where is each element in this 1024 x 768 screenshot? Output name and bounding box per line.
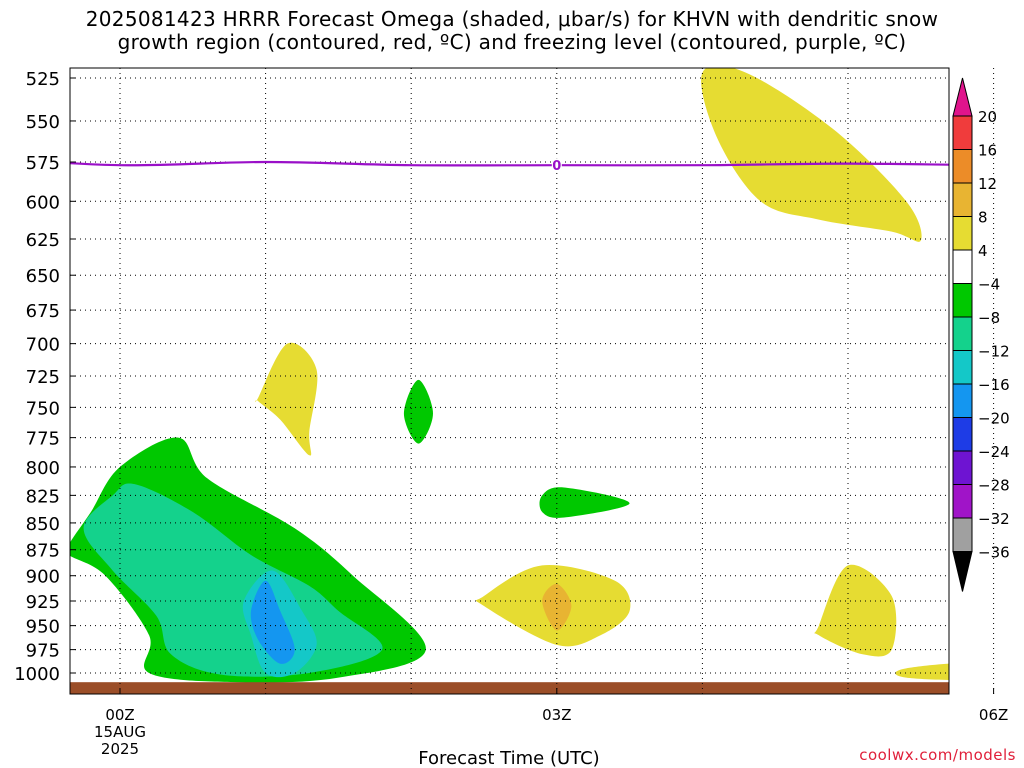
omega-shaded-regions: [70, 68, 949, 683]
colorbar-swatch-n8_n4: [952, 283, 973, 318]
y-tick-label: 650: [26, 266, 60, 287]
y-tick-label: 700: [26, 335, 60, 356]
colorbar-swatch-4_8: [952, 216, 973, 251]
colorbar-swatch-n24_n20: [952, 417, 973, 452]
y-tick-label: 575: [26, 153, 60, 174]
y-tick-label: 750: [26, 398, 60, 419]
region-sink-03Z-825: [539, 487, 630, 518]
colorbar-arrow-top: [952, 77, 973, 117]
y-tick-label: 950: [26, 617, 60, 638]
colorbar-label: −4: [978, 276, 1000, 294]
x-tick-label: 00Z: [105, 706, 134, 724]
title-line-2: growth region (contoured, red, ºC) and f…: [117, 30, 907, 54]
region-sink-01Z-max: [250, 580, 295, 664]
colorbar-swatch-16_20: [952, 115, 973, 150]
freezing-level-contour: 00: [70, 158, 949, 174]
colorbar-label: 4: [978, 242, 988, 260]
x-axis-label: Forecast Time (UTC): [418, 748, 599, 768]
region-lift-05Z-940: [814, 564, 897, 657]
y-tick-label: 675: [26, 301, 60, 322]
colorbar: 20 16 12 8 4 −4 −8 −12 −16 −20 −24 −28 −32 −36: [952, 77, 1010, 592]
y-tick-label: 850: [26, 514, 60, 535]
colorbar-swatch-12_16: [952, 149, 973, 184]
x-date-label: 15AUG: [94, 723, 146, 741]
y-tick-label: 725: [26, 367, 60, 388]
chart-title: 2025081423 HRRR Forecast Omega (shaded, …: [0, 8, 1024, 54]
colorbar-label: −20: [978, 410, 1010, 428]
colorbar-label: 12: [978, 175, 997, 193]
region-lift-06Z-1000: [895, 663, 949, 680]
colorbar-swatch-n20_n16: [952, 383, 973, 418]
y-tick-label: 550: [26, 112, 60, 133]
freezing-level-label: 0: [552, 159, 561, 174]
colorbar-swatch-8_12: [952, 182, 973, 217]
freezing-label-bg: [551, 158, 562, 173]
y-tick-label: 800: [26, 458, 60, 479]
colorbar-label: −16: [978, 376, 1010, 394]
region-upper-lift-04Z: [701, 68, 922, 242]
y-tick-label: 1000: [14, 664, 60, 685]
colorbar-swatch-n32_n28: [952, 484, 973, 519]
colorbar-label: 16: [978, 142, 997, 160]
x-axis: 00Z03Z06Z09Z12Z15Z15AUG2025: [94, 688, 1008, 758]
title-line-1: 2025081423 HRRR Forecast Omega (shaded, …: [85, 7, 939, 31]
colorbar-label: −24: [978, 443, 1010, 461]
colorbar-label: −8: [978, 309, 1000, 327]
colorbar-swatch-n12_n8: [952, 316, 973, 351]
credit-text: coolwx.com/models: [859, 746, 1016, 764]
ground-layer: [70, 682, 949, 694]
colorbar-swatch-n36_n32: [952, 517, 973, 552]
y-tick-label: 925: [26, 592, 60, 613]
y-tick-label: 525: [26, 69, 60, 90]
y-axis: 525 550 575 600 625 650 675 700 725 750 775 800 825 8…: [14, 69, 76, 685]
region-lift-01Z-725: [255, 342, 318, 456]
colorbar-label: 20: [978, 108, 997, 126]
plot-frame: [69, 67, 950, 695]
y-tick-label: 975: [26, 641, 60, 662]
y-tick-label: 900: [26, 567, 60, 588]
colorbar-swatch-n4_4: [952, 249, 973, 284]
colorbar-label: −32: [978, 510, 1010, 528]
freezing-level-line: [70, 160, 949, 167]
y-tick-label: 825: [26, 486, 60, 507]
colorbar-label: −36: [978, 544, 1010, 562]
colorbar-swatch-n28_n24: [952, 450, 973, 485]
x-tick-label: 06Z: [979, 706, 1008, 724]
x-date-label: 2025: [101, 740, 139, 758]
ground-fill: [70, 682, 949, 694]
region-sink-02Z-740: [403, 379, 433, 444]
region-lift-03Z-core: [542, 583, 572, 631]
y-tick-label: 775: [26, 429, 60, 450]
y-tick-label: 875: [26, 541, 60, 562]
x-tick-label: 03Z: [542, 706, 571, 724]
colorbar-label: −12: [978, 343, 1010, 361]
y-tick-label: 625: [26, 230, 60, 251]
colorbar-swatch-n16_n12: [952, 350, 973, 385]
colorbar-label: 8: [978, 209, 988, 227]
colorbar-label: −28: [978, 477, 1010, 495]
y-tick-label: 600: [26, 192, 60, 213]
colorbar-arrow-bottom: [952, 551, 973, 592]
